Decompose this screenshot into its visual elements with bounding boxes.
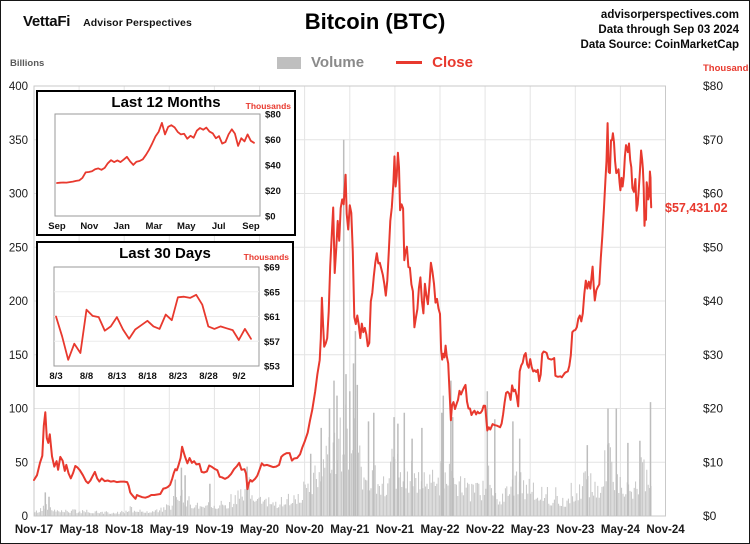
svg-text:350: 350 xyxy=(9,135,28,147)
svg-text:9/2: 9/2 xyxy=(232,371,245,382)
svg-text:Nov-23: Nov-23 xyxy=(556,524,594,536)
svg-text:50: 50 xyxy=(15,457,28,469)
svg-text:May-23: May-23 xyxy=(511,524,550,536)
svg-text:8/28: 8/28 xyxy=(199,371,218,382)
close-legend-label: Close xyxy=(432,54,473,71)
svg-text:$60: $60 xyxy=(265,135,281,146)
svg-text:250: 250 xyxy=(9,242,28,254)
info-website: advisorperspectives.com xyxy=(600,9,739,21)
info-data-source: Data Source: CoinMarketCap xyxy=(580,39,739,51)
legend: Volume Close xyxy=(1,54,749,71)
inset-12-months-unit-label: Thousands xyxy=(245,101,291,111)
svg-text:Jul: Jul xyxy=(212,221,226,232)
close-legend-swatch xyxy=(396,61,423,64)
svg-text:$70: $70 xyxy=(703,133,723,147)
svg-text:May-22: May-22 xyxy=(421,524,460,536)
svg-text:8/13: 8/13 xyxy=(108,371,127,382)
left-axis-unit-label: Billions xyxy=(10,58,45,69)
svg-text:May-24: May-24 xyxy=(601,524,641,536)
svg-text:$61: $61 xyxy=(264,312,281,323)
svg-text:$50: $50 xyxy=(703,240,723,254)
svg-text:8/8: 8/8 xyxy=(80,371,93,382)
svg-text:$20: $20 xyxy=(703,402,723,416)
svg-text:$57: $57 xyxy=(264,337,280,348)
vettafi-logo-text: VettaFi xyxy=(23,13,71,30)
svg-text:Nov-18: Nov-18 xyxy=(105,524,144,536)
inset-30-days-svg: $69 $65 $61 $57 $53 8/3 8/8 8/13 8/18 8/23 8/28 9/2 xyxy=(49,263,281,383)
svg-text:$40: $40 xyxy=(703,294,723,308)
svg-text:8/18: 8/18 xyxy=(138,371,157,382)
svg-text:Sep: Sep xyxy=(48,221,66,232)
svg-text:May-21: May-21 xyxy=(330,524,370,536)
svg-text:300: 300 xyxy=(9,189,28,201)
svg-text:0: 0 xyxy=(22,511,28,523)
volume-legend-swatch xyxy=(277,56,302,69)
svg-text:Sep: Sep xyxy=(242,221,260,232)
svg-text:Nov-24: Nov-24 xyxy=(646,524,685,536)
svg-text:May: May xyxy=(177,221,196,232)
page-title: Bitcoin (BTC) xyxy=(304,9,446,34)
inset-12-months-svg: $80 $60 $40 $20 $0 Sep Nov Jan Mar May Jul Sep xyxy=(48,110,281,233)
svg-text:100: 100 xyxy=(9,404,28,416)
svg-text:Nov: Nov xyxy=(80,221,99,232)
svg-text:$80: $80 xyxy=(265,110,281,121)
svg-text:400: 400 xyxy=(9,81,28,93)
right-axis-unit-label: Thousands xyxy=(703,63,750,74)
svg-text:$65: $65 xyxy=(264,287,281,298)
inset-last-30-days: $69 $65 $61 $57 $53 8/3 8/8 8/13 8/18 8/23 8/28 9/2… xyxy=(36,241,294,387)
info-data-through: Data through Sep 03 2024 xyxy=(598,24,739,36)
header-info: advisorperspectives.com Data through Sep… xyxy=(581,8,739,53)
svg-text:Jan: Jan xyxy=(114,221,131,232)
svg-text:$0: $0 xyxy=(703,509,717,523)
svg-text:$0: $0 xyxy=(265,212,276,223)
svg-text:Nov-20: Nov-20 xyxy=(285,524,323,536)
vettafi-logo: VettaFi Advisor Perspectives xyxy=(23,13,192,30)
inset-30-days-title: Last 30 Days xyxy=(119,245,211,262)
svg-text:$10: $10 xyxy=(703,455,723,469)
svg-text:$60: $60 xyxy=(703,187,723,201)
svg-text:Nov-17: Nov-17 xyxy=(15,524,53,536)
svg-text:$80: $80 xyxy=(703,79,723,93)
svg-text:$40: $40 xyxy=(265,161,281,172)
svg-text:8/23: 8/23 xyxy=(169,371,188,382)
inset-last-12-months: $80 $60 $40 $20 $0 Sep Nov Jan Mar May Jul Sep Last… xyxy=(36,90,296,236)
svg-text:$30: $30 xyxy=(703,348,723,362)
svg-text:May-19: May-19 xyxy=(150,524,189,536)
svg-text:Nov-19: Nov-19 xyxy=(195,524,233,536)
inset-12-months-title: Last 12 Months xyxy=(111,94,221,111)
svg-text:$53: $53 xyxy=(264,362,280,373)
svg-text:Nov-22: Nov-22 xyxy=(466,524,504,536)
svg-text:8/3: 8/3 xyxy=(49,371,62,382)
last-price-annotation: $57,431.02 xyxy=(665,201,728,215)
svg-text:May-20: May-20 xyxy=(240,524,279,536)
volume-legend-label: Volume xyxy=(311,54,365,71)
svg-text:150: 150 xyxy=(9,350,28,362)
inset-30-days-unit-label: Thousands xyxy=(243,252,289,262)
svg-text:200: 200 xyxy=(9,296,28,308)
svg-text:Nov-21: Nov-21 xyxy=(376,524,415,536)
svg-text:Mar: Mar xyxy=(146,221,163,232)
svg-text:$69: $69 xyxy=(264,263,280,274)
advisor-perspectives-label: Advisor Perspectives xyxy=(83,17,192,29)
svg-text:$20: $20 xyxy=(265,186,281,197)
svg-text:May-18: May-18 xyxy=(60,524,100,536)
